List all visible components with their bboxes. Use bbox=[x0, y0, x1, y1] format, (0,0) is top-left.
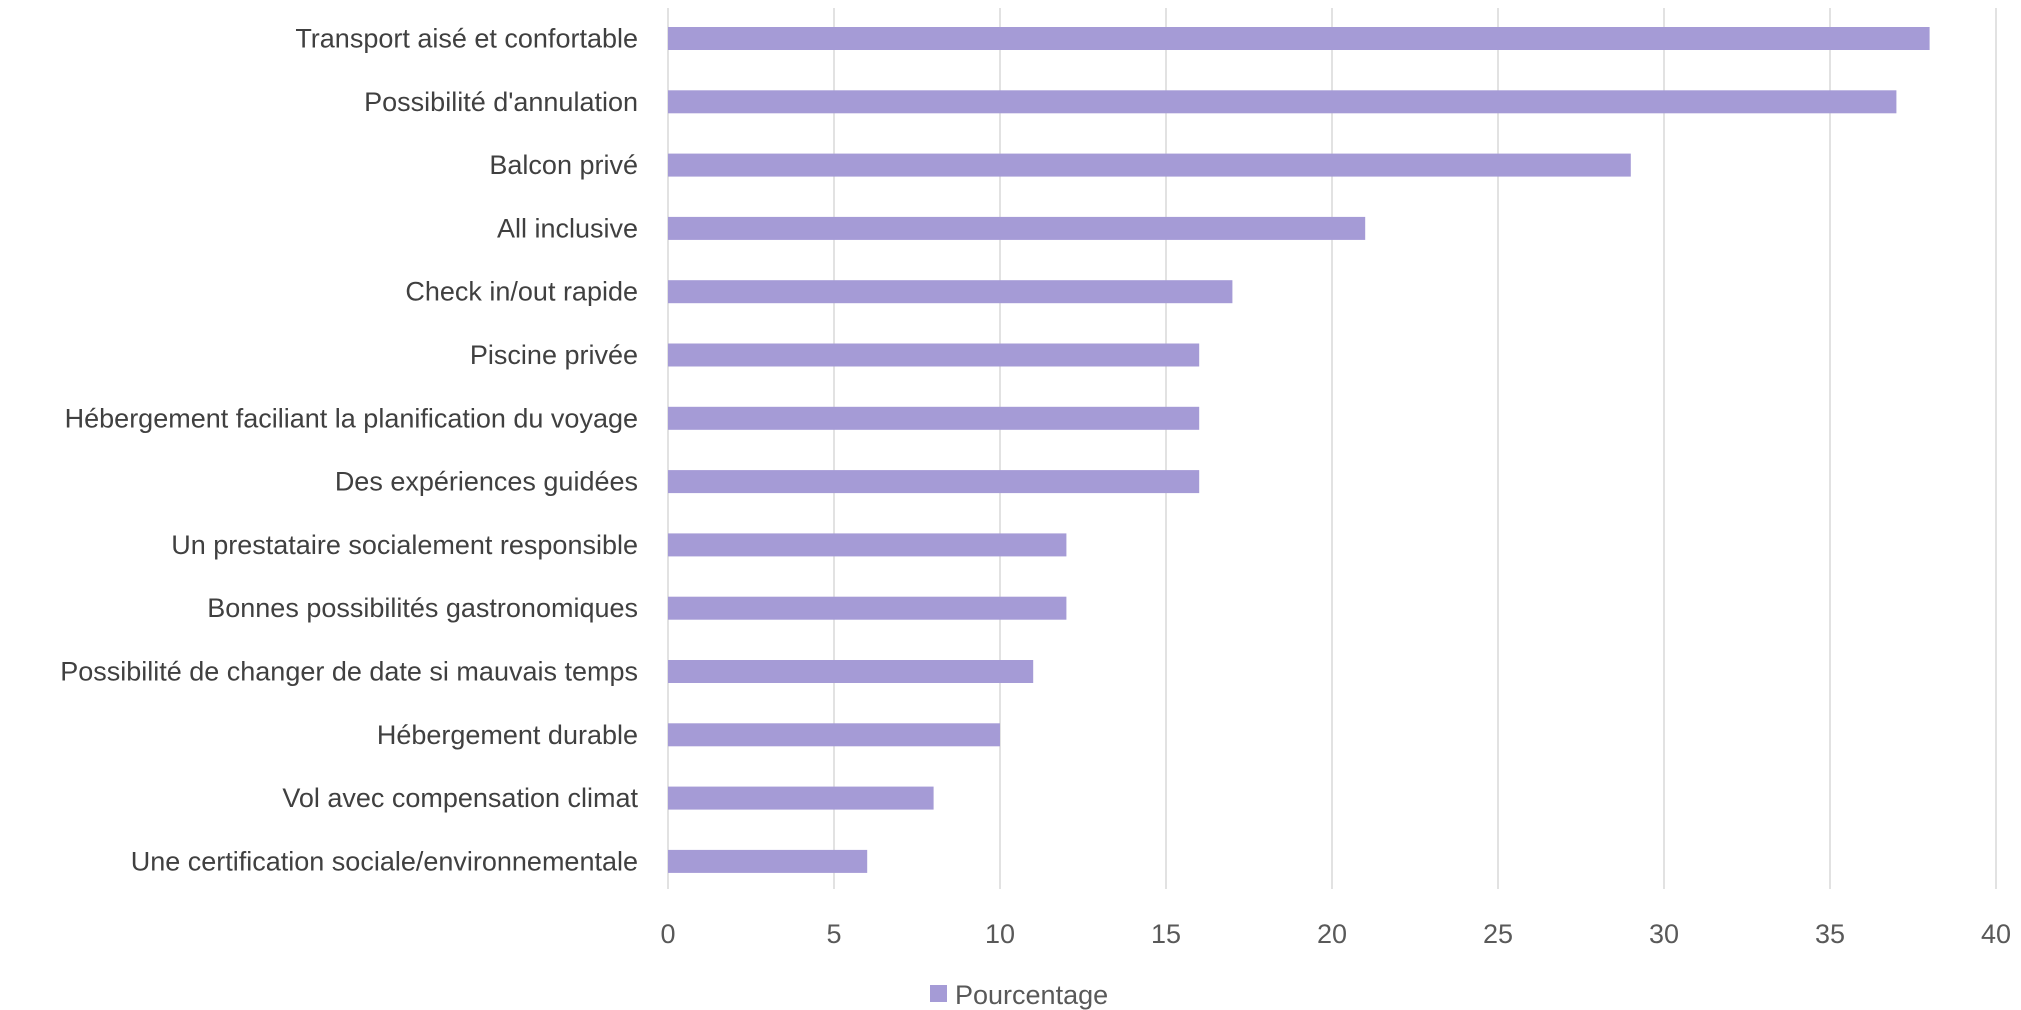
category-label: Piscine privée bbox=[470, 340, 638, 370]
x-tick-label: 0 bbox=[660, 919, 675, 949]
legend-label: Pourcentage bbox=[955, 980, 1108, 1010]
category-label: Des expériences guidées bbox=[335, 467, 638, 497]
legend-swatch bbox=[930, 985, 947, 1002]
bar bbox=[668, 849, 868, 873]
category-label: Bonnes possibilités gastronomiques bbox=[207, 593, 638, 623]
bar bbox=[668, 406, 1200, 430]
bar bbox=[668, 280, 1233, 304]
category-label: Possibilité de changer de date si mauvai… bbox=[60, 657, 638, 687]
category-label: Balcon privé bbox=[489, 150, 638, 180]
x-tick-label: 10 bbox=[985, 919, 1015, 949]
x-tick-label: 25 bbox=[1483, 919, 1513, 949]
category-labels: Transport aisé et confortable Possibilité… bbox=[60, 24, 638, 877]
bar bbox=[668, 343, 1200, 367]
legend: Pourcentage bbox=[930, 980, 1108, 1010]
gridlines bbox=[667, 8, 1997, 889]
x-tick-label: 5 bbox=[826, 919, 841, 949]
bar bbox=[668, 723, 1000, 747]
x-tick-label: 15 bbox=[1151, 919, 1181, 949]
bar bbox=[668, 533, 1067, 557]
category-label: Vol avec compensation climat bbox=[282, 783, 638, 813]
bar bbox=[668, 216, 1366, 240]
category-label: Une certification sociale/environnementa… bbox=[131, 846, 638, 876]
category-label: Possibilité d'annulation bbox=[364, 87, 638, 117]
category-label: Transport aisé et confortable bbox=[295, 24, 638, 54]
bar bbox=[668, 660, 1034, 683]
bar bbox=[668, 27, 1930, 50]
bar bbox=[668, 596, 1067, 620]
x-tick-label: 40 bbox=[1981, 919, 2011, 949]
bar bbox=[668, 153, 1631, 177]
bar bbox=[668, 786, 934, 810]
category-label: Un prestataire socialement responsible bbox=[171, 530, 638, 560]
x-tick-label: 35 bbox=[1815, 919, 1845, 949]
bar bbox=[668, 90, 1897, 114]
x-tick-label: 20 bbox=[1317, 919, 1347, 949]
bars bbox=[668, 27, 1930, 873]
bar bbox=[668, 470, 1200, 494]
category-label: Hébergement faciliant la planification d… bbox=[65, 403, 638, 433]
category-label: Hébergement durable bbox=[377, 720, 638, 750]
x-tick-labels: 0 5 10 15 20 25 30 35 40 bbox=[660, 919, 2011, 949]
category-label: Check in/out rapide bbox=[405, 277, 638, 307]
x-tick-label: 30 bbox=[1649, 919, 1679, 949]
category-label: All inclusive bbox=[497, 213, 638, 243]
